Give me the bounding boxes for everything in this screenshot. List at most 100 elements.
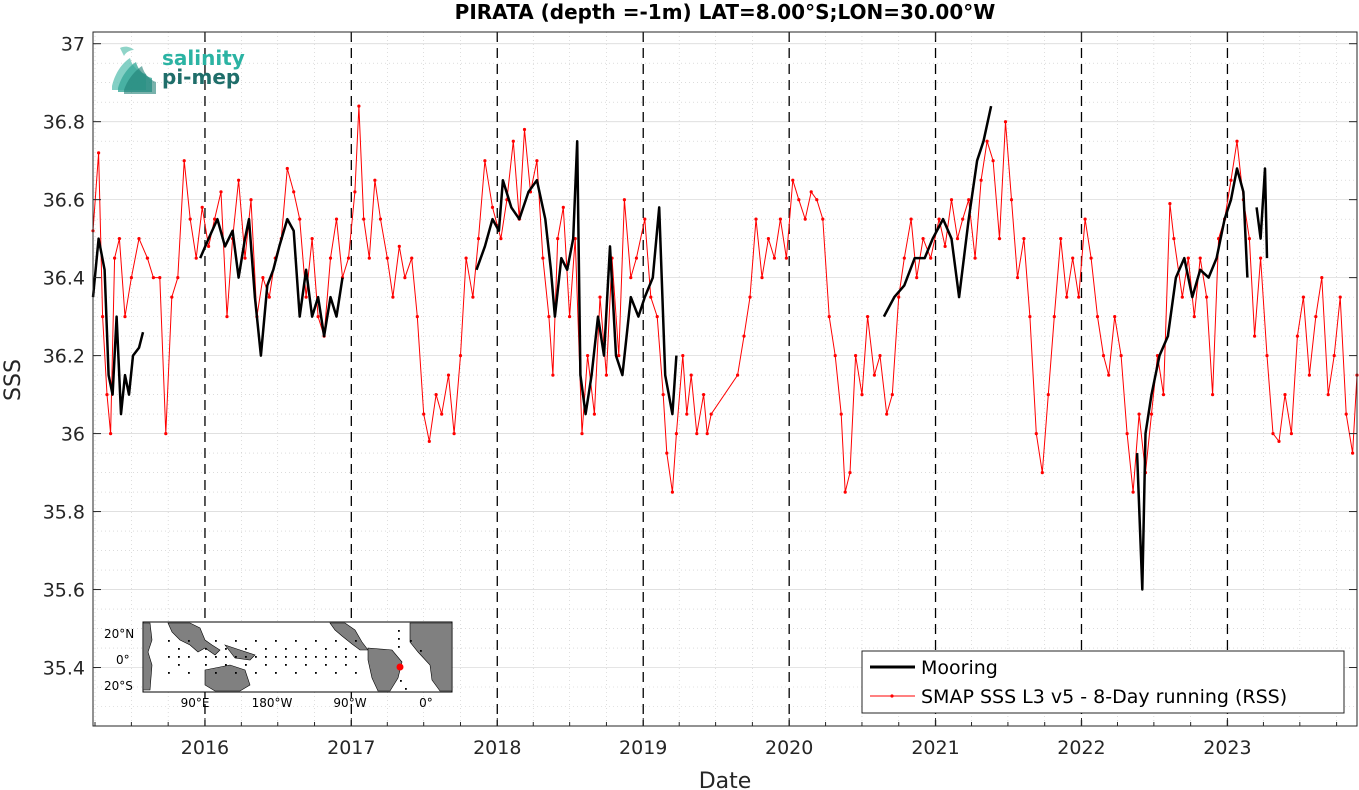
series-smap-point (1046, 393, 1050, 397)
series-smap-point (921, 237, 925, 241)
series-smap-point (709, 412, 713, 416)
series-smap-point (736, 373, 740, 377)
series-smap-point (1172, 237, 1176, 241)
series-smap-point (1009, 198, 1014, 202)
buoy-marker (305, 664, 307, 666)
series-smap-point (967, 198, 971, 202)
series-smap-point (1344, 412, 1348, 416)
series-smap-point (1192, 315, 1196, 319)
buoy-marker (245, 656, 247, 658)
series-smap-point (949, 198, 954, 202)
series-smap-point (685, 412, 689, 416)
series-smap-point (440, 412, 444, 416)
series-smap-point (213, 217, 217, 221)
legend-label-mooring: Mooring (921, 657, 998, 679)
series-smap-point (316, 315, 320, 319)
map-lon-label-90w: 90°W (333, 696, 366, 710)
series-smap-point (568, 315, 572, 319)
series-smap-point (1161, 393, 1166, 397)
series-smap-point (1338, 295, 1342, 299)
buoy-marker (295, 672, 297, 674)
series-smap-point (397, 244, 401, 248)
series-smap-point (243, 256, 247, 260)
year-boundary-lines (204, 32, 1229, 726)
series-smap-point (304, 295, 308, 299)
series-smap-point (1283, 393, 1287, 397)
series-smap-point (929, 256, 933, 260)
series-smap-point (1265, 354, 1269, 358)
series-smap-point (1211, 393, 1215, 397)
buoy-marker (355, 656, 357, 658)
series-smap-point (334, 217, 339, 221)
series-smap-point (833, 354, 837, 358)
buoy-marker (178, 664, 180, 666)
series-smap-point (1083, 217, 1087, 221)
buoy-marker (398, 646, 400, 648)
buoy-marker (205, 648, 207, 650)
series-smap-point (689, 373, 693, 377)
series-smap-point (860, 393, 864, 397)
series-smap-point (391, 295, 395, 299)
buoy-marker (265, 664, 267, 666)
series-smap-point (617, 354, 621, 358)
series-smap-point (670, 490, 675, 494)
legend-label-smap: SMAP SSS L3 v5 - 8-Day running (RSS) (921, 686, 1287, 708)
series-smap-point (547, 315, 551, 319)
series-smap-point (97, 151, 101, 155)
series-smap-point (219, 190, 223, 194)
series-smap-point (117, 237, 121, 241)
x-tick-label: 2023 (1203, 737, 1251, 759)
salinity-pimep-logo: salinity pi-mep (112, 46, 245, 94)
series-smap-point (878, 354, 882, 358)
series-smap-point (123, 315, 127, 319)
series-smap-point (113, 256, 117, 260)
series-smap-point (1095, 315, 1100, 319)
series-smap-point (1149, 412, 1154, 416)
series-smap-point (1015, 276, 1020, 280)
buoy-marker (178, 648, 180, 650)
series-mooring-segment (882, 105, 993, 318)
series-smap-point (973, 256, 977, 260)
series-smap-point (695, 432, 699, 436)
x-tick-label: 2017 (327, 737, 375, 759)
series-smap-point (403, 276, 407, 280)
series-smap-point (1065, 295, 1069, 299)
series-smap-point (310, 237, 314, 241)
series-smap-point (1119, 354, 1123, 358)
series-smap-point (298, 217, 302, 221)
series-smap-point (1205, 295, 1209, 299)
buoy-marker (315, 672, 317, 674)
series-smap-point (362, 217, 366, 221)
buoy-marker (168, 656, 170, 658)
series-smap-point (249, 198, 253, 202)
series-smap-point (1028, 315, 1032, 319)
series-smap-point (674, 432, 679, 436)
series-smap-point (866, 315, 870, 319)
series-smap-point (434, 393, 438, 397)
series-smap-point (634, 256, 639, 260)
buoy-marker (325, 648, 327, 650)
series-smap-point (961, 217, 965, 221)
series-smap-point (890, 393, 894, 397)
buoy-marker (245, 648, 247, 650)
series-smap-point (1040, 471, 1044, 475)
series-smap-point (1332, 354, 1336, 358)
series-smap-point (353, 190, 357, 194)
series-smap-point (580, 432, 584, 436)
series-smap-point (105, 393, 109, 397)
buoy-marker (168, 640, 170, 642)
logo-line2: pi-mep (162, 65, 240, 89)
legend-swatch-smap-dot (890, 694, 894, 698)
series-smap-point (791, 178, 795, 182)
series-smap-point (1326, 393, 1330, 397)
series-smap-point (754, 217, 758, 221)
buoy-marker (305, 656, 307, 658)
series-smap-point (415, 315, 419, 319)
buoy-marker (178, 656, 180, 658)
buoy-marker (205, 664, 207, 666)
series-smap-point (188, 217, 192, 221)
series-smap-point (1320, 276, 1324, 280)
series-smap-point (207, 244, 211, 248)
series-smap-point (1125, 432, 1129, 436)
buoy-marker (275, 656, 277, 658)
